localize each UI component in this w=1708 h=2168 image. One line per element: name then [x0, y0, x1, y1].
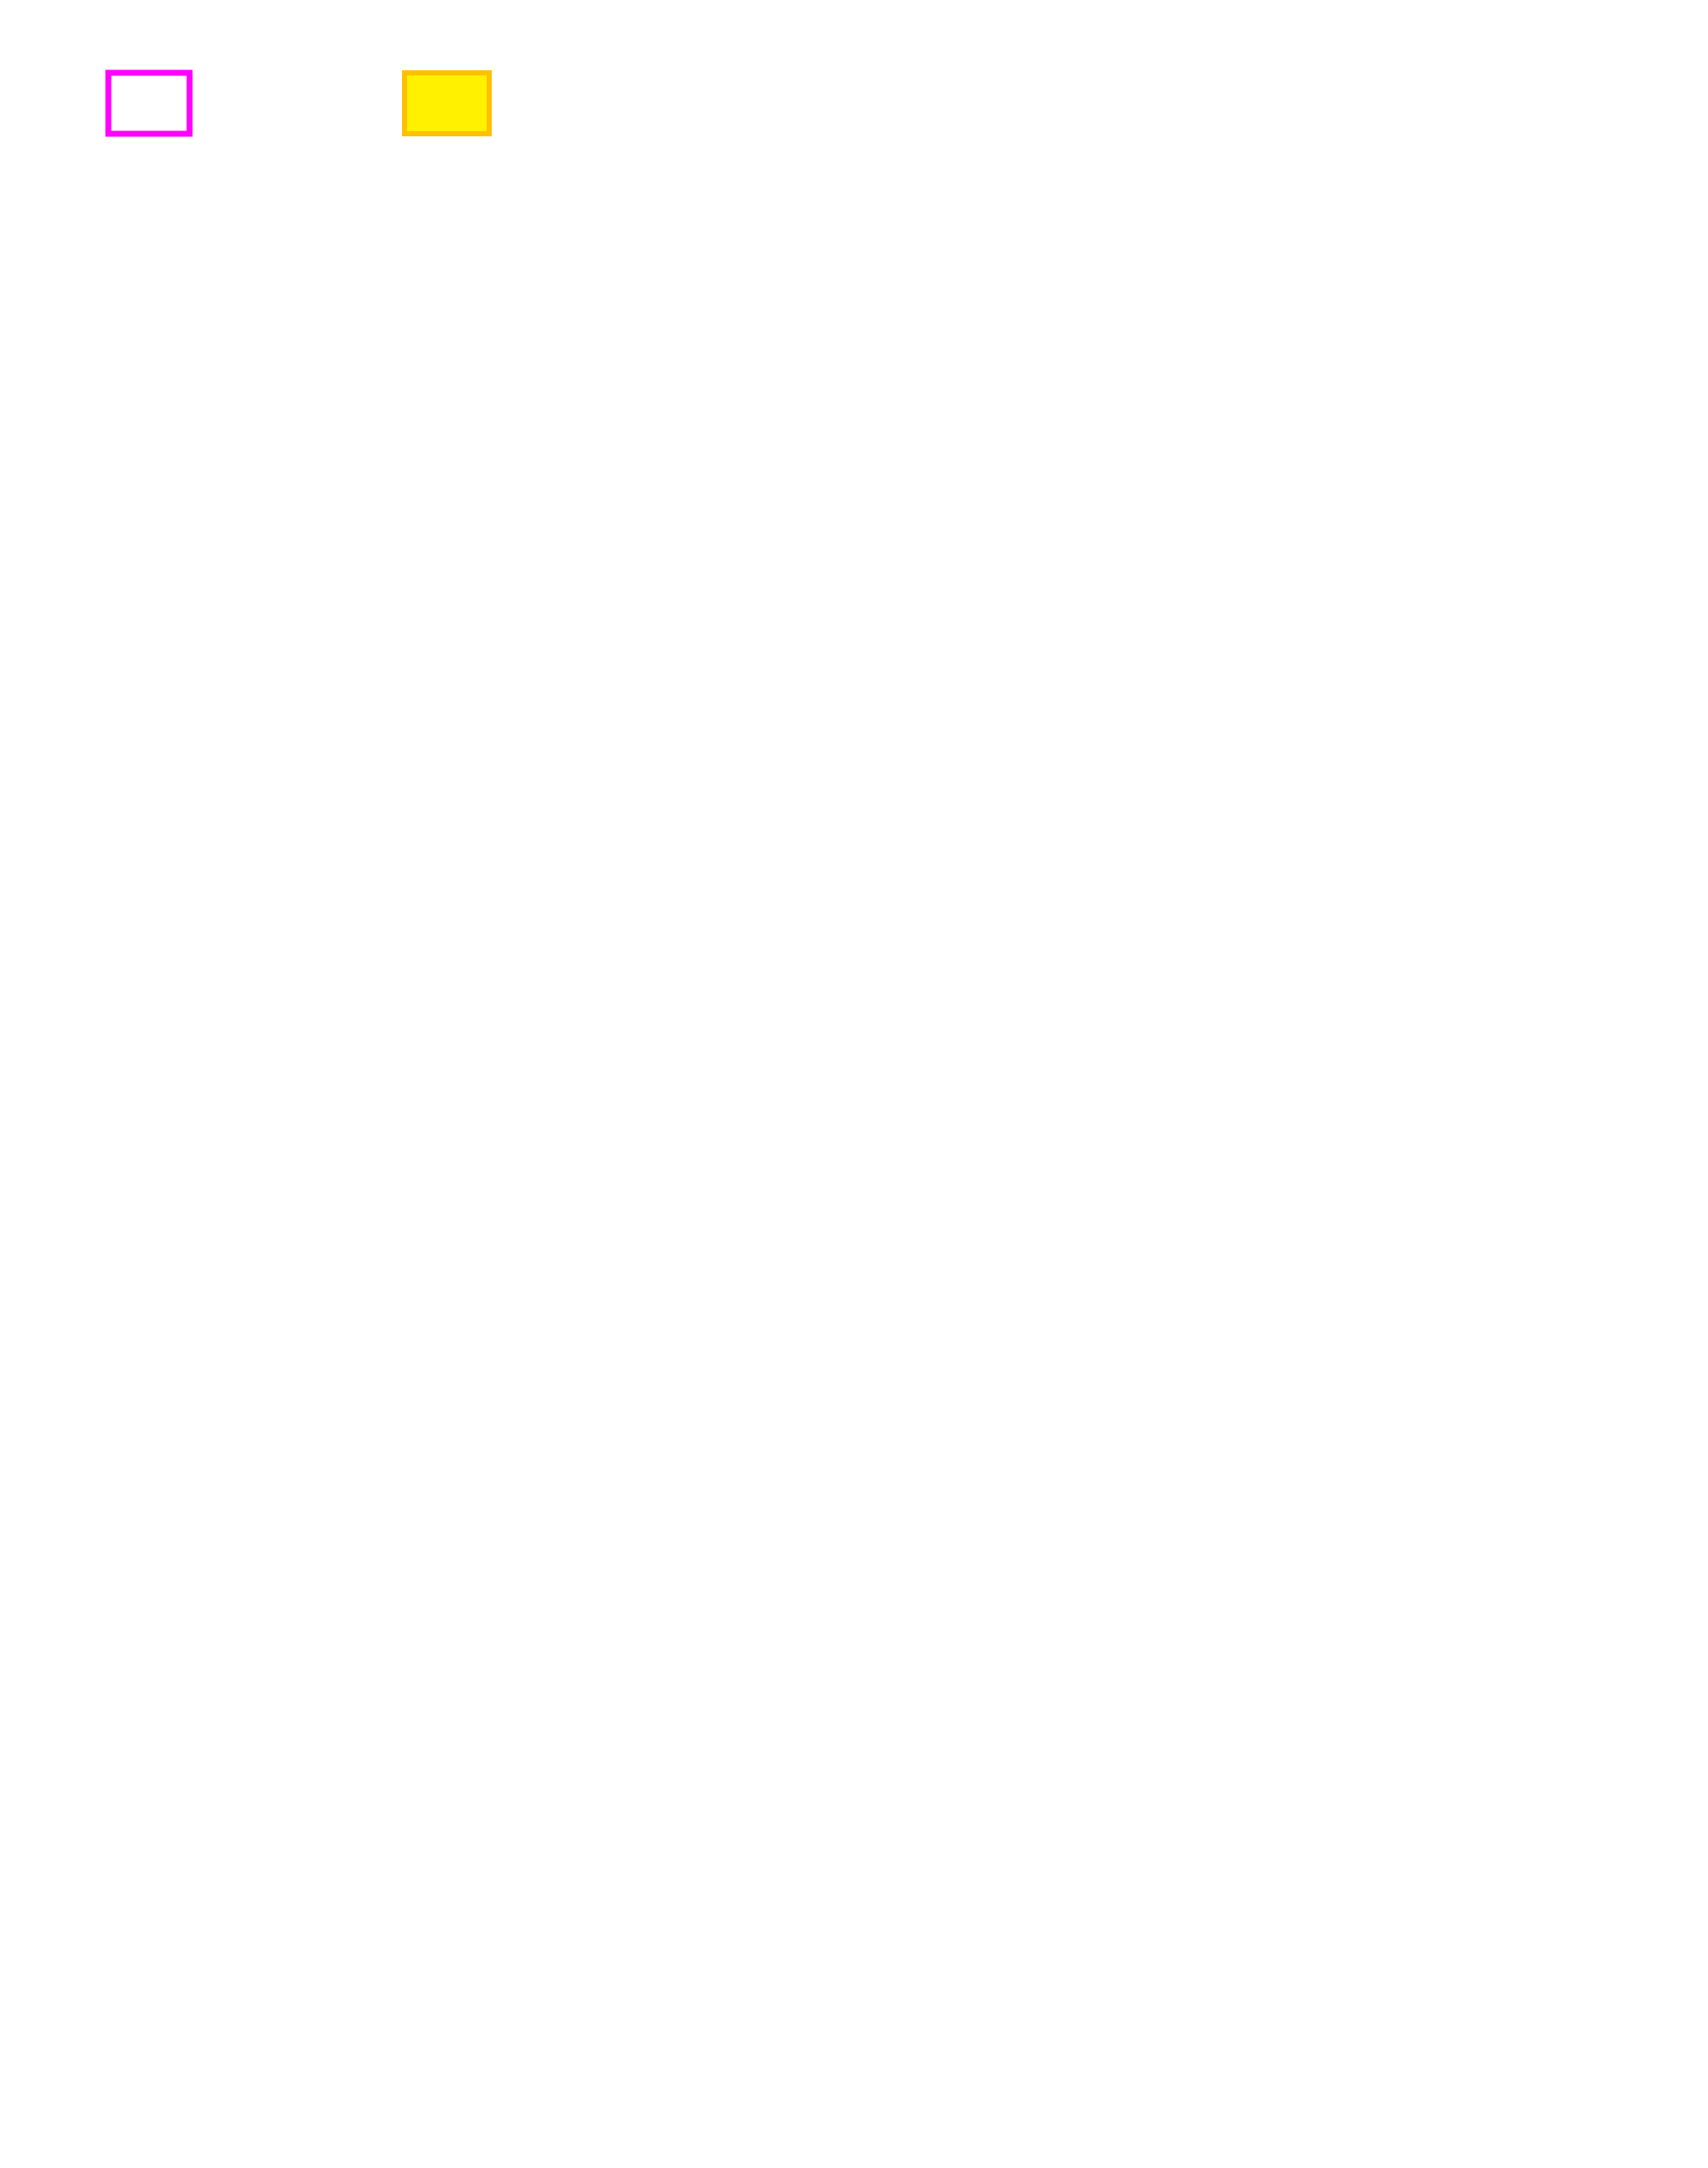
legend: [105, 69, 492, 137]
legend-swatch-treatment: [402, 70, 492, 136]
legend-swatch-control: [105, 69, 193, 137]
